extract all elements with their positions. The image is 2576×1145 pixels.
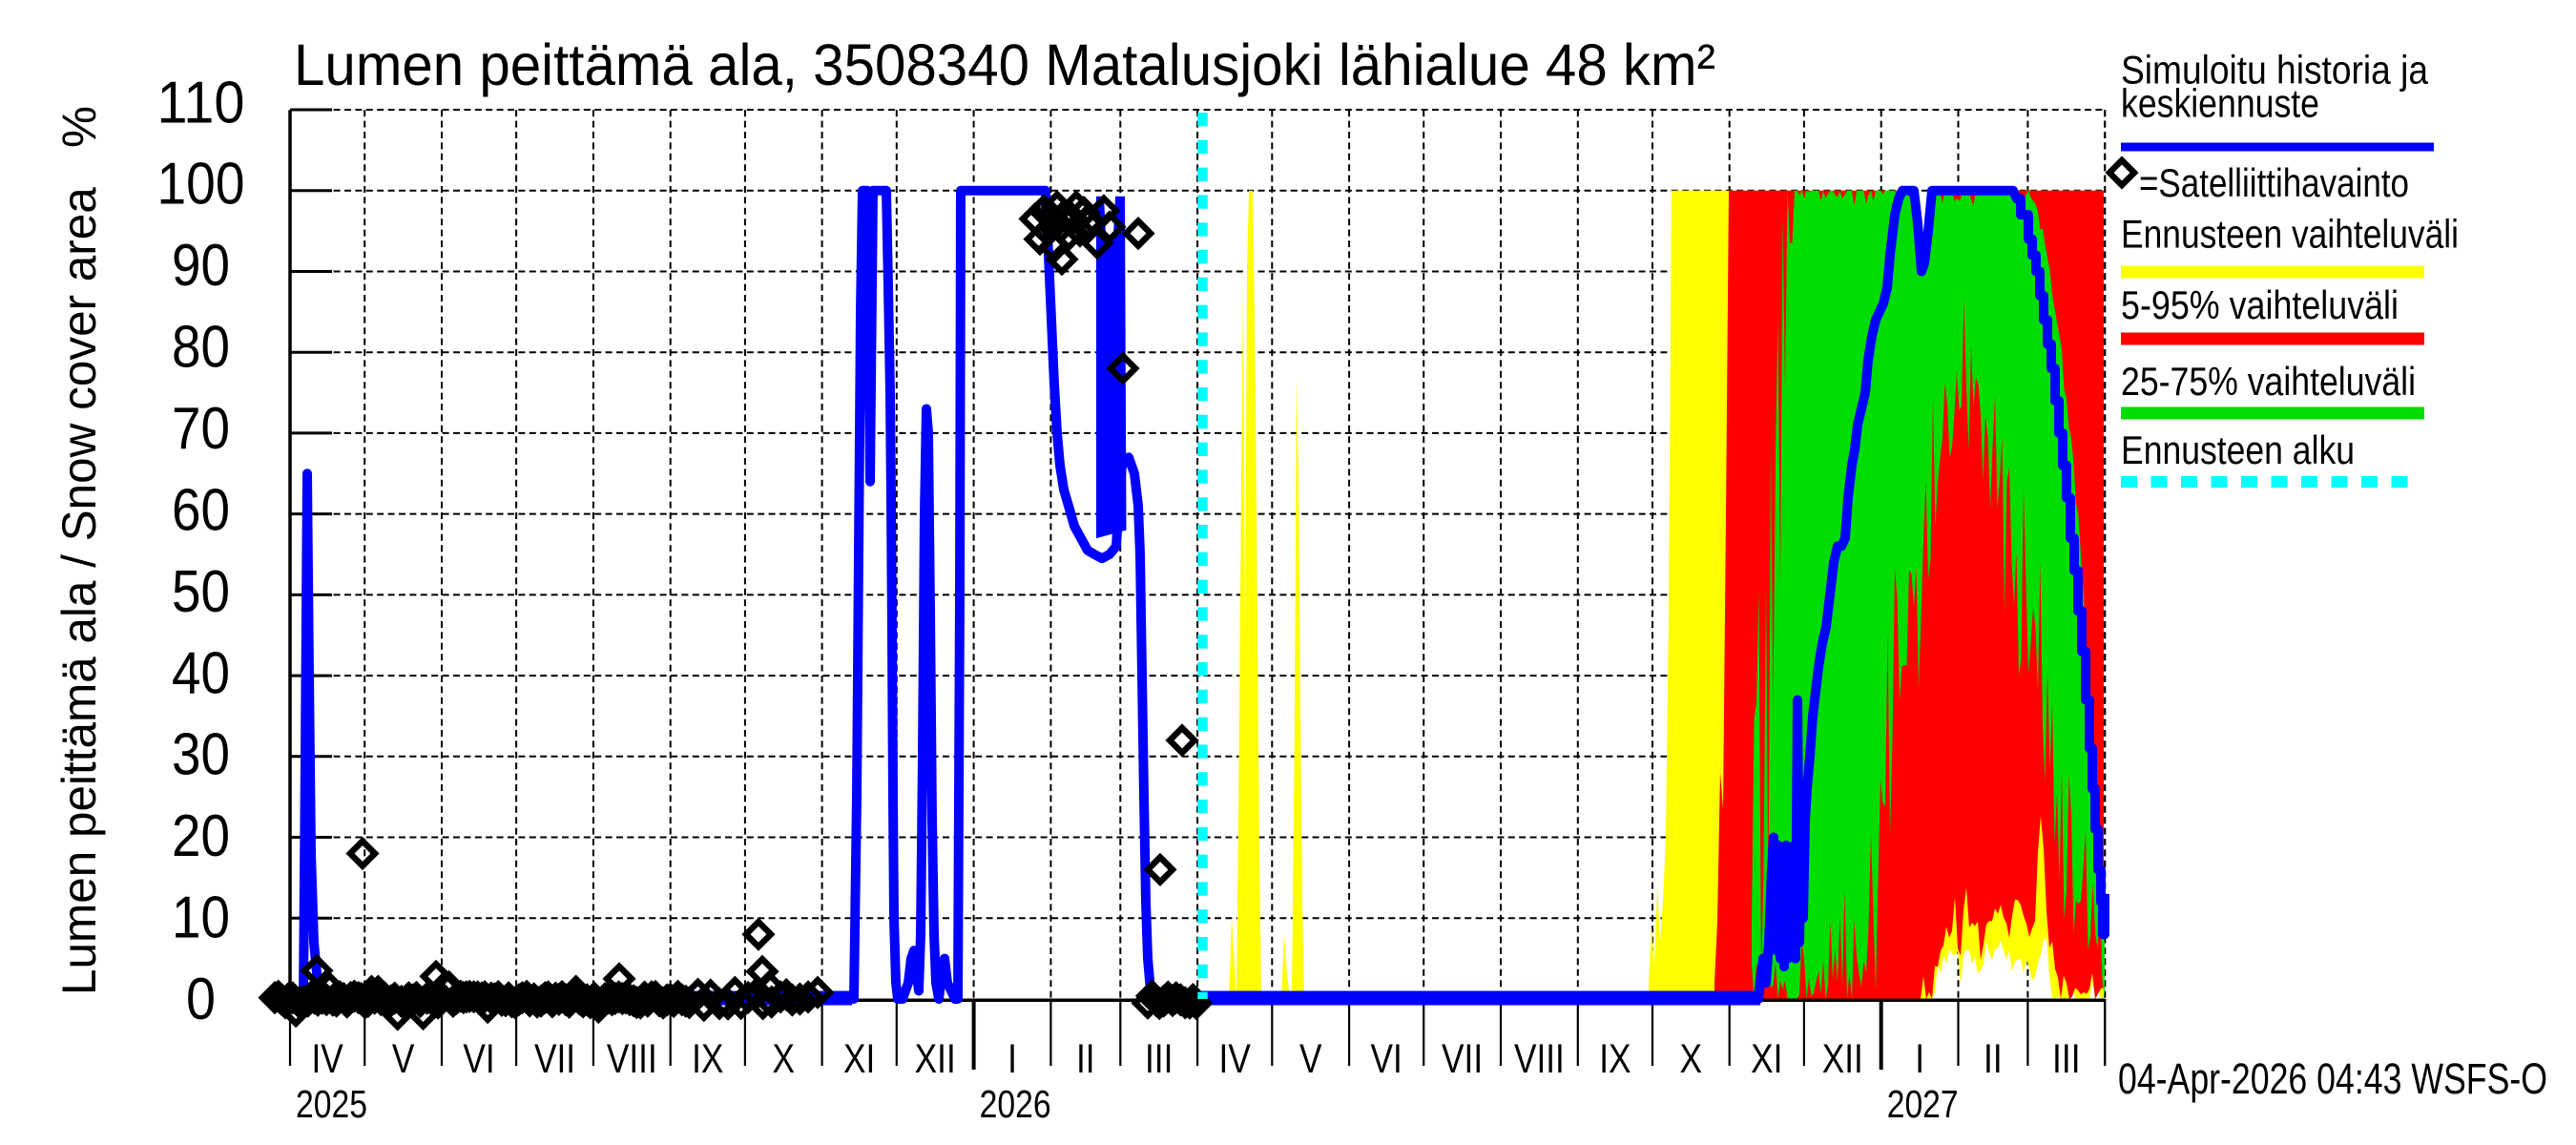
- svg-text:III: III: [2052, 1036, 2081, 1082]
- svg-text:V: V: [392, 1036, 415, 1082]
- svg-text:2026: 2026: [980, 1082, 1051, 1126]
- svg-text:110: 110: [157, 70, 245, 135]
- svg-text:VII: VII: [534, 1036, 575, 1082]
- svg-text:VIII: VIII: [1514, 1036, 1565, 1082]
- svg-text:II: II: [1076, 1036, 1095, 1082]
- svg-text:IV: IV: [1219, 1036, 1252, 1082]
- svg-text:VII: VII: [1442, 1036, 1483, 1082]
- svg-text:keskiennuste: keskiennuste: [2121, 81, 2319, 126]
- svg-text:2027: 2027: [1887, 1082, 1959, 1126]
- svg-text:5-95% vaihteluväli: 5-95% vaihteluväli: [2121, 282, 2399, 327]
- svg-text:Lumen peittämä ala / Snow cove: Lumen peittämä ala / Snow cover area %: [52, 106, 106, 995]
- svg-text:2025: 2025: [296, 1082, 367, 1126]
- svg-text:XI: XI: [1751, 1036, 1782, 1082]
- svg-text:20: 20: [172, 803, 230, 869]
- svg-text:=Satelliittihavainto: =Satelliittihavainto: [2139, 160, 2409, 205]
- svg-text:04-Apr-2026 04:43 WSFS-O: 04-Apr-2026 04:43 WSFS-O: [2118, 1054, 2547, 1103]
- svg-text:XI: XI: [843, 1036, 875, 1082]
- svg-text:90: 90: [172, 233, 230, 299]
- svg-text:VIII: VIII: [607, 1036, 657, 1082]
- svg-text:40: 40: [172, 640, 230, 706]
- svg-text:IV: IV: [311, 1036, 343, 1082]
- svg-text:Ennusteen vaihteluväli: Ennusteen vaihteluväli: [2121, 212, 2459, 257]
- svg-text:IX: IX: [1599, 1036, 1631, 1082]
- svg-text:80: 80: [172, 315, 230, 381]
- svg-text:VI: VI: [1370, 1036, 1402, 1082]
- svg-text:XII: XII: [1822, 1036, 1863, 1082]
- svg-text:V: V: [1299, 1036, 1322, 1082]
- svg-text:Simuloitu historia ja: Simuloitu historia ja: [2121, 48, 2429, 93]
- svg-text:X: X: [1680, 1036, 1703, 1082]
- svg-text:VI: VI: [463, 1036, 494, 1082]
- svg-text:X: X: [772, 1036, 795, 1082]
- svg-text:I: I: [1008, 1036, 1017, 1082]
- svg-text:IX: IX: [692, 1036, 723, 1082]
- svg-text:I: I: [1915, 1036, 1924, 1082]
- svg-text:100: 100: [157, 152, 245, 218]
- svg-text:XII: XII: [915, 1036, 956, 1082]
- svg-text:25-75% vaihteluväli: 25-75% vaihteluväli: [2121, 359, 2416, 404]
- svg-text:60: 60: [172, 477, 230, 543]
- svg-text:III: III: [1145, 1036, 1174, 1082]
- svg-text:30: 30: [172, 722, 230, 788]
- svg-text:0: 0: [186, 967, 216, 1032]
- svg-text:50: 50: [172, 559, 230, 625]
- svg-text:10: 10: [172, 885, 230, 951]
- svg-text:70: 70: [172, 396, 230, 462]
- svg-text:Ennusteen alku: Ennusteen alku: [2121, 427, 2355, 472]
- svg-text:Lumen peittämä ala, 3508340 Ma: Lumen peittämä ala, 3508340 Matalusjoki …: [294, 32, 1715, 97]
- svg-text:II: II: [1984, 1036, 2003, 1082]
